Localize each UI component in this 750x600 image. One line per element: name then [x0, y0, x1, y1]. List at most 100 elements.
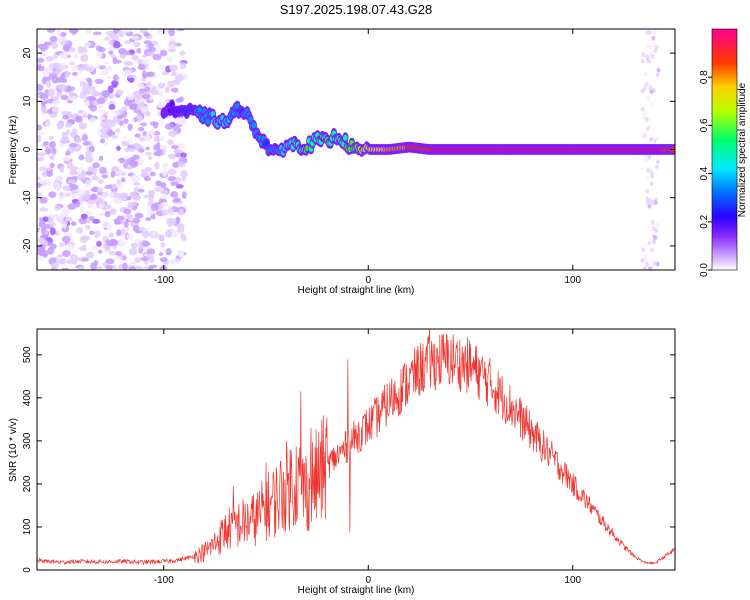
ridge-cell: [205, 118, 211, 125]
noise-speckle: [116, 89, 124, 96]
noise-speckle: [112, 244, 117, 250]
noise-speckle: [57, 254, 63, 258]
y-tick-label: -20: [22, 238, 33, 253]
noise-speckle: [70, 221, 77, 227]
noise-speckle: [89, 86, 96, 91]
noise-speckle: [85, 77, 92, 82]
noise-speckle: [71, 189, 79, 195]
noise-speckle: [115, 128, 121, 133]
noise-speckle: [128, 103, 137, 111]
y-tick-label: 400: [22, 389, 33, 406]
noise-speckle: [78, 166, 84, 171]
noise-speckle: [106, 242, 115, 247]
noise-speckle: [133, 186, 139, 193]
noise-speckle: [175, 97, 184, 103]
noise-speckle: [641, 114, 646, 120]
noise-speckle: [37, 190, 40, 195]
noise-speckle: [67, 95, 78, 102]
noise-speckle: [54, 95, 60, 101]
noise-speckle: [65, 129, 71, 135]
noise-speckle: [92, 31, 102, 36]
noise-speckle: [37, 84, 44, 92]
noise-speckle: [69, 170, 78, 176]
noise-speckle: [59, 41, 69, 46]
noise-speckle: [653, 235, 658, 241]
noise-speckle: [59, 52, 69, 60]
noise-speckle: [177, 161, 186, 168]
noise-speckle: [87, 199, 95, 205]
noise-speckle: [39, 43, 48, 52]
noise-speckle: [147, 129, 156, 135]
y-tick-label: 200: [22, 475, 33, 492]
noise-speckle: [152, 53, 162, 61]
noise-speckle: [140, 256, 149, 262]
noise-speckle: [108, 232, 115, 238]
noise-speckle: [111, 166, 120, 172]
noise-speckle: [99, 127, 109, 134]
noise-speckle: [117, 48, 127, 55]
noise-speckle: [650, 173, 655, 179]
noise-speckle: [51, 262, 59, 269]
noise-speckle: [64, 216, 73, 222]
noise-speckle: [137, 126, 145, 132]
noise-speckle: [48, 222, 56, 227]
noise-speckle: [154, 134, 160, 143]
noise-speckle: [64, 193, 71, 197]
noise-speckle: [157, 90, 164, 97]
noise-speckle: [134, 265, 144, 270]
x-tick-label: 0: [365, 575, 371, 586]
noise-speckle: [109, 192, 115, 199]
noise-speckle: [108, 39, 114, 46]
noise-speckle: [167, 176, 177, 182]
noise-speckle: [82, 113, 88, 119]
noise-speckle: [84, 225, 91, 230]
noise-speckle: [81, 46, 88, 54]
noise-speckle: [161, 209, 169, 216]
colorbar-gradient: [711, 28, 738, 271]
noise-speckle: [112, 74, 119, 81]
noise-speckle: [75, 227, 84, 234]
noise-speckle: [144, 111, 151, 117]
noise-speckle: [645, 57, 650, 63]
snr-plot-area: [37, 329, 675, 566]
spectrogram-x-axis-label: Height of straight line (km): [298, 285, 415, 296]
noise-speckle: [174, 152, 181, 158]
noise-speckle: [646, 43, 651, 49]
noise-speckle: [111, 134, 119, 140]
noise-speckle: [644, 117, 649, 122]
noise-speckle: [134, 257, 142, 263]
noise-speckle: [101, 174, 109, 179]
noise-speckle: [644, 30, 649, 36]
noise-speckle: [37, 176, 41, 181]
noise-speckle: [159, 144, 168, 151]
snr-ticks: -100 0 100 0 100 200 300 400 500: [22, 329, 675, 586]
noise-speckle: [39, 243, 46, 251]
noise-speckle: [76, 189, 84, 197]
noise-speckle: [181, 191, 187, 199]
noise-speckle: [116, 229, 121, 237]
noise-speckle: [70, 65, 79, 72]
noise-speckle: [115, 182, 124, 189]
noise-speckle: [641, 247, 646, 252]
noise-speckle: [69, 29, 79, 33]
noise-speckle: [39, 196, 48, 204]
noise-speckle: [92, 162, 101, 169]
noise-speckle: [157, 82, 166, 89]
noise-speckle: [181, 176, 186, 182]
noise-speckle: [164, 86, 170, 94]
noise-speckle: [85, 251, 95, 259]
noise-speckle: [142, 241, 151, 247]
x-tick-label: 100: [564, 275, 581, 286]
noise-speckle: [128, 265, 136, 270]
x-tick-label: -100: [154, 575, 174, 586]
noise-speckle: [167, 212, 175, 217]
noise-speckle: [78, 69, 83, 74]
noise-speckle: [74, 117, 83, 123]
noise-speckle: [130, 35, 140, 40]
noise-speckle: [130, 174, 140, 183]
noise-speckle: [655, 72, 660, 78]
noise-speckle: [99, 166, 107, 174]
noise-speckle: [134, 133, 141, 138]
noise-speckle: [656, 67, 661, 73]
